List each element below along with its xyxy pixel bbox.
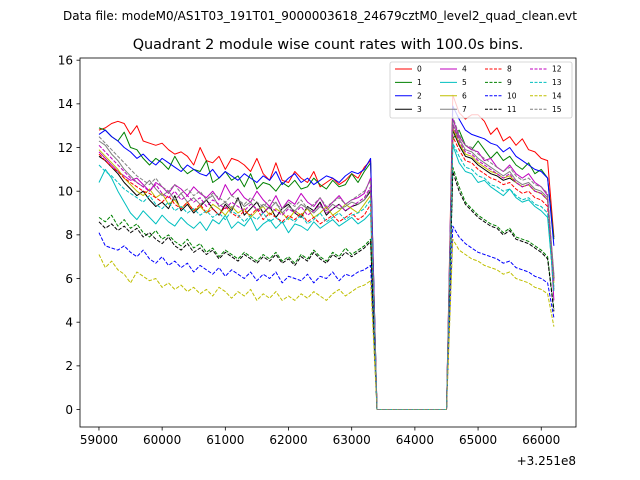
y-tick-label: 8 (65, 228, 73, 242)
x-tick-label: 64000 (396, 433, 434, 447)
chart-title: Quadrant 2 module wise count rates with … (133, 37, 524, 53)
legend-label-6: 6 (462, 92, 467, 101)
x-tick-label: 59000 (80, 433, 118, 447)
legend-label-4: 4 (462, 65, 467, 74)
x-tick-label: 60000 (143, 433, 181, 447)
legend-label-14: 14 (552, 92, 562, 101)
series-line-5 (98, 144, 555, 410)
series-line-12 (98, 125, 555, 410)
series-line-10 (98, 225, 555, 410)
series-line-3 (98, 129, 555, 410)
axes: 59000 60000 61000 62000 63000 64000 65000 66000… (58, 53, 577, 468)
series-line-7 (98, 123, 555, 410)
y-tick-label: 12 (58, 141, 73, 155)
series-line-15 (98, 116, 555, 410)
y-tick-label: 6 (65, 272, 73, 286)
x-tick-label: 63000 (333, 433, 371, 447)
y-tick-label: 4 (65, 315, 73, 329)
x-tick-label: 61000 (206, 433, 244, 447)
y-tick-label: 0 (65, 403, 73, 417)
axes-frame (79, 57, 577, 428)
legend-label-3: 3 (417, 105, 422, 114)
legend-label-7: 7 (462, 105, 467, 114)
legend-label-11: 11 (507, 105, 517, 114)
series-line-13 (98, 142, 555, 410)
series-line-2 (98, 105, 555, 410)
plot-area (98, 94, 555, 410)
legend-label-2: 2 (417, 92, 422, 101)
y-tick-label: 16 (58, 53, 73, 67)
chart-suptitle: Data file: modeM0/AS1T03_191T01_90000036… (63, 9, 577, 23)
legend-label-1: 1 (417, 78, 422, 87)
series-line-8 (98, 136, 555, 410)
y-tick-label: 14 (58, 97, 73, 111)
series-line-14 (98, 238, 555, 410)
x-tick-label: 66000 (522, 433, 560, 447)
x-tick-label: 62000 (269, 433, 307, 447)
series-line-9 (98, 166, 555, 410)
y-tick-label: 10 (58, 184, 73, 198)
legend-label-9: 9 (507, 78, 512, 87)
legend-label-13: 13 (552, 78, 562, 87)
legend-label-8: 8 (507, 65, 512, 74)
x-tick-label: 65000 (459, 433, 497, 447)
legend-label-15: 15 (552, 105, 562, 114)
legend-label-12: 12 (552, 65, 562, 74)
legend-label-0: 0 (417, 65, 422, 74)
series-line-1 (98, 127, 555, 410)
legend-box (389, 61, 573, 119)
legend-label-10: 10 (507, 92, 517, 101)
x-offset-label: +3.251e8 (517, 454, 576, 468)
legend-label-5: 5 (462, 78, 467, 87)
y-tick-label: 2 (65, 359, 73, 373)
series-line-0 (98, 94, 555, 410)
